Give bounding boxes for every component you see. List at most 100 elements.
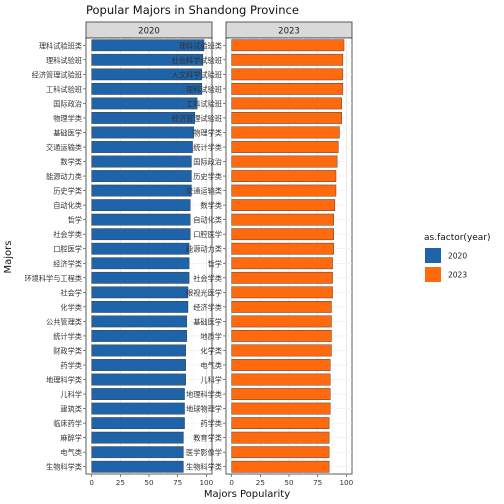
bar <box>231 112 342 124</box>
category-label: 能源动力类 <box>46 172 82 181</box>
x-axis-label: Majors Popularity <box>204 489 290 500</box>
category-label: 电气类 <box>60 448 82 457</box>
bar <box>91 68 202 81</box>
category-label: 交通运输类 <box>46 143 82 152</box>
bar <box>91 213 191 226</box>
bar <box>91 141 193 153</box>
bar <box>91 359 186 371</box>
category-label: 数学类 <box>200 201 222 210</box>
bar <box>91 344 186 357</box>
bar <box>91 460 184 473</box>
category-label: 物理学类 <box>53 114 82 123</box>
bar <box>231 155 338 168</box>
bar <box>91 388 185 400</box>
category-label: 理科试验班 <box>186 85 222 94</box>
category-label: 地理科学类 <box>46 376 82 385</box>
bar <box>231 184 337 197</box>
x-tick-label: 25 <box>256 478 265 487</box>
bar <box>231 315 332 328</box>
bar <box>91 315 188 328</box>
facet-strip-label: 2020 <box>138 27 160 37</box>
x-tick-label: 50 <box>284 478 294 487</box>
bar <box>231 460 330 473</box>
panel-2023: 2023 理科试验班类社会科学试验班人文科学试验班理科试验班工科试验班经济管理试验… <box>172 21 354 487</box>
bar <box>231 271 333 284</box>
bar <box>91 97 198 110</box>
category-label: 社会学类 <box>53 230 82 239</box>
bar <box>231 300 332 313</box>
category-label: 财政学类 <box>53 346 82 355</box>
category-label: 人文科学试验班 <box>172 70 222 79</box>
category-label: 工科试验班 <box>186 99 222 108</box>
bar <box>231 388 331 400</box>
bar <box>231 97 342 110</box>
category-label: 医学影像学 <box>186 448 222 457</box>
bar <box>231 417 330 430</box>
category-label: 药学类 <box>200 419 222 428</box>
category-label: 麻醉学 <box>60 434 82 443</box>
category-label: 经济管理试验班 <box>32 70 82 79</box>
bar <box>91 373 186 386</box>
bar <box>231 39 345 52</box>
bar <box>91 112 196 124</box>
x-tick-label: 100 <box>339 478 353 487</box>
category-label: 地质学 <box>200 332 222 341</box>
legend-swatch <box>425 267 441 282</box>
x-tick-label: 100 <box>199 478 213 487</box>
legend-swatch <box>425 248 441 263</box>
bar <box>91 431 184 444</box>
category-label: 药学类 <box>60 361 82 370</box>
category-label: 生物科学类 <box>186 463 222 472</box>
category-label: 基础医学 <box>193 317 222 326</box>
category-label: 化学类 <box>60 303 82 312</box>
bar <box>91 199 191 212</box>
bar <box>91 257 190 270</box>
bar <box>231 199 336 212</box>
category-label: 地理科学类 <box>186 390 222 399</box>
category-label: 统计学类 <box>193 143 222 152</box>
category-label: 临床药学 <box>53 419 82 428</box>
x-tick-label: 0 <box>89 478 94 487</box>
category-label: 工科试验班 <box>46 85 82 94</box>
category-label: 地球物理学 <box>186 405 222 414</box>
bar <box>231 213 334 226</box>
bar <box>231 68 344 81</box>
bar <box>91 300 189 313</box>
category-label: 电气类 <box>200 361 222 370</box>
panel-2020: 2020 理科试验班类理科试验班经济管理试验班工科试验班国际政治物理学类基础医学交… <box>24 21 214 487</box>
y-axis-label: Majors <box>3 241 14 274</box>
category-label: 自动化类 <box>193 216 222 225</box>
category-label: 能源动力类 <box>186 245 222 254</box>
category-label: 眼视光医学 <box>186 288 222 297</box>
bar <box>91 446 184 459</box>
category-label: 历史学类 <box>53 187 82 196</box>
category-label: 社会科学试验班 <box>172 56 222 65</box>
category-label: 哲学 <box>208 259 222 268</box>
legend-title: as.factor(year) <box>424 233 491 243</box>
category-label: 生物科学类 <box>46 463 82 472</box>
category-label: 口腔医学 <box>53 245 82 254</box>
bar <box>231 359 331 371</box>
category-label: 基础医学 <box>53 128 82 137</box>
bar <box>91 126 194 139</box>
bar <box>91 82 202 95</box>
category-label: 经济学类 <box>53 259 82 268</box>
bar <box>91 242 190 255</box>
category-label: 经济学类 <box>193 303 222 312</box>
bar <box>231 257 333 270</box>
bar <box>231 402 331 415</box>
bar <box>91 286 189 299</box>
category-label: 公共管理类 <box>46 317 82 326</box>
x-tick-label: 75 <box>313 478 322 487</box>
bar <box>231 431 330 444</box>
category-label: 建筑类 <box>60 405 82 414</box>
category-label: 化学类 <box>200 346 222 355</box>
legend-entry-label: 2023 <box>448 271 467 280</box>
facet-strip-label: 2023 <box>278 27 300 37</box>
bar <box>231 330 332 342</box>
bar <box>91 417 185 430</box>
category-label: 物理学类 <box>193 128 222 137</box>
category-label: 社会学 <box>60 288 82 297</box>
bar <box>231 170 337 182</box>
